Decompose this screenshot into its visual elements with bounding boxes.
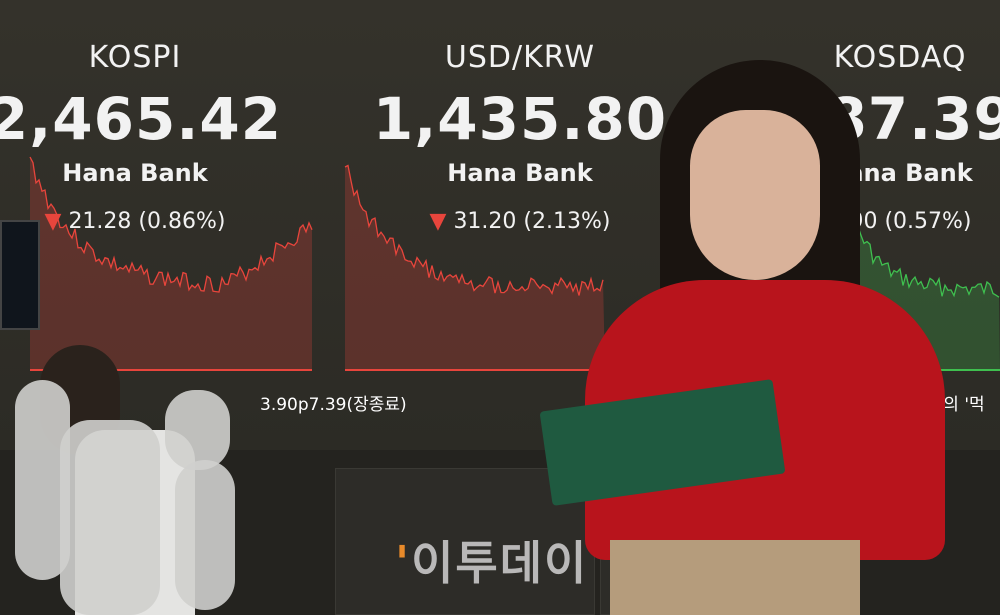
hana-bank-logo: Hana Bank [62, 159, 208, 187]
chart-area [345, 165, 605, 370]
index-name: KOSDAQ [833, 40, 967, 75]
down-triangle-icon: ▼ [44, 209, 62, 234]
chart-line [29, 156, 313, 293]
index-change: ▼ 21.28 (0.86%) [0, 209, 295, 234]
news-ticker: 3.90p7.39(장종료) [260, 395, 407, 415]
woman-skirt [610, 540, 860, 615]
monitor [0, 220, 40, 330]
chart-line [839, 176, 1000, 298]
watermark-logo: '이투데이 [395, 527, 588, 593]
watermark-text: 이투데이 [411, 536, 589, 590]
index-value: 2,465.42 [0, 85, 283, 153]
chair [165, 390, 230, 470]
woman-face [690, 110, 820, 280]
change-text: 31.20 (2.13%) [453, 209, 611, 234]
kospi-panel: KOSPI 2,465.42 Hana Bank ▼ 21.28 (0.86%) [0, 0, 295, 380]
watermark-mark: ' [395, 536, 412, 590]
chart-area [30, 157, 312, 370]
chair [60, 420, 160, 615]
index-name: USD/KRW [444, 40, 596, 75]
index-change: ▼ 31.20 (2.13%) [360, 209, 680, 234]
hana-bank-logo: Hana Bank [447, 159, 593, 187]
index-name: KOSPI [88, 40, 182, 75]
down-triangle-icon: ▼ [429, 209, 447, 234]
change-text: 21.28 (0.86%) [68, 209, 226, 234]
chart-line [344, 164, 604, 296]
index-value: 1,435.80 [372, 85, 668, 153]
chair [175, 460, 235, 610]
usd-krw-panel: USD/KRW 1,435.80 Hana Bank ▼ 31.20 (2.13… [360, 0, 680, 380]
